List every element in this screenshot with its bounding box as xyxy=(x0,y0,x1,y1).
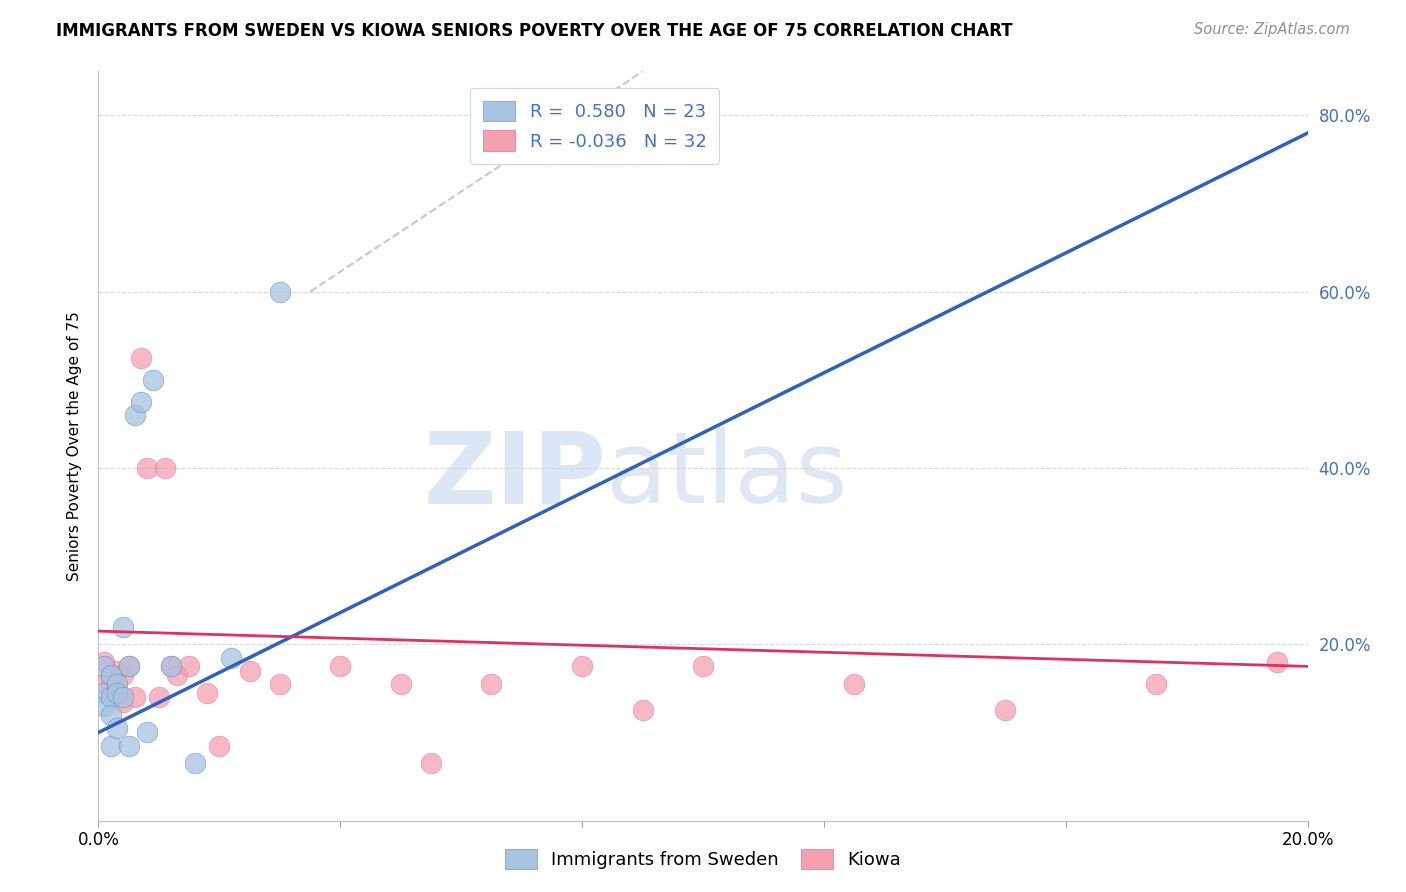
Point xyxy=(118,739,141,753)
Point xyxy=(540,126,562,140)
Point xyxy=(105,664,128,678)
Point xyxy=(105,677,128,691)
Point xyxy=(118,659,141,673)
Point xyxy=(160,659,183,673)
Point xyxy=(111,690,134,705)
Point xyxy=(148,690,170,705)
Point xyxy=(239,664,262,678)
Point xyxy=(135,725,157,739)
Text: atlas: atlas xyxy=(606,427,848,524)
Point xyxy=(571,659,593,673)
Point xyxy=(420,756,443,771)
Point xyxy=(184,756,207,771)
Point xyxy=(118,659,141,673)
Point xyxy=(100,739,122,753)
Point xyxy=(179,659,201,673)
Point xyxy=(1144,677,1167,691)
Point xyxy=(129,395,152,409)
Point xyxy=(93,677,115,691)
Point xyxy=(631,703,654,717)
Point xyxy=(208,739,231,753)
Text: Source: ZipAtlas.com: Source: ZipAtlas.com xyxy=(1194,22,1350,37)
Point xyxy=(153,461,176,475)
Point xyxy=(100,707,122,722)
Point xyxy=(111,620,134,634)
Point xyxy=(100,677,122,691)
Point xyxy=(105,686,128,700)
Point xyxy=(93,659,115,673)
Point xyxy=(100,690,122,705)
Point xyxy=(994,703,1017,717)
Text: ZIP: ZIP xyxy=(423,427,606,524)
Point xyxy=(269,285,291,299)
Point xyxy=(692,659,714,673)
Point xyxy=(124,408,146,422)
Point xyxy=(166,668,188,682)
Point xyxy=(105,686,128,700)
Point xyxy=(844,677,866,691)
Point xyxy=(111,695,134,709)
Point xyxy=(100,668,122,682)
Legend: R =  0.580   N = 23, R = -0.036   N = 32: R = 0.580 N = 23, R = -0.036 N = 32 xyxy=(470,88,720,164)
Point xyxy=(111,668,134,682)
Y-axis label: Seniors Poverty Over the Age of 75: Seniors Poverty Over the Age of 75 xyxy=(67,311,83,581)
Point xyxy=(142,373,165,387)
Point xyxy=(481,677,503,691)
Point xyxy=(129,351,152,365)
Point xyxy=(221,650,243,665)
Point xyxy=(124,690,146,705)
Point xyxy=(100,668,122,682)
Point xyxy=(195,686,218,700)
Point xyxy=(1267,655,1289,669)
Point xyxy=(93,655,115,669)
Text: IMMIGRANTS FROM SWEDEN VS KIOWA SENIORS POVERTY OVER THE AGE OF 75 CORRELATION C: IMMIGRANTS FROM SWEDEN VS KIOWA SENIORS … xyxy=(56,22,1012,40)
Point xyxy=(269,677,291,691)
Point xyxy=(160,659,183,673)
Point xyxy=(105,721,128,735)
Point xyxy=(93,699,115,714)
Point xyxy=(389,677,412,691)
Legend: Immigrants from Sweden, Kiowa: Immigrants from Sweden, Kiowa xyxy=(495,839,911,879)
Point xyxy=(329,659,352,673)
Point xyxy=(135,461,157,475)
Point xyxy=(93,686,115,700)
